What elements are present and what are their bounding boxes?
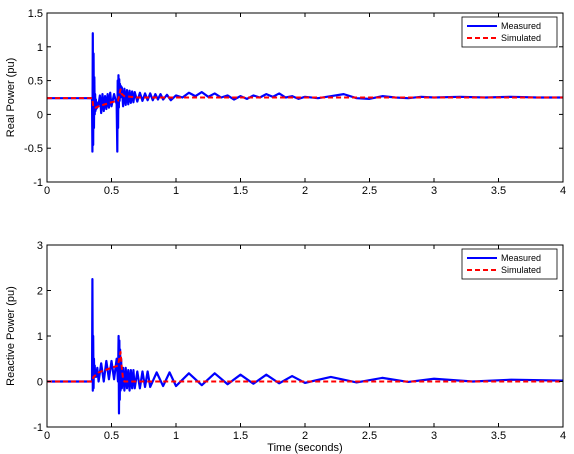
legend-label: Measured	[501, 253, 541, 263]
y-tick-label: 0.5	[28, 76, 43, 88]
y-tick-label: 1	[37, 42, 43, 54]
x-tick-label: 3.5	[491, 185, 506, 197]
series-line-measured	[47, 278, 563, 415]
y-tick-label: 0	[37, 377, 43, 389]
x-tick-label: 1	[173, 185, 179, 197]
x-tick-label: 0.5	[104, 185, 119, 197]
x-tick-label: 0.5	[104, 430, 119, 442]
series-line-simulated	[47, 88, 563, 109]
x-tick-label: 0	[44, 430, 50, 442]
real-power-plot: 0 0.5 1 1.5 2 2.5 3 3.5 4 -1 -0.5 0 0.5 1 1.5 Real Powe…	[5, 8, 566, 197]
y-tick-label: 1.5	[28, 8, 43, 20]
legend-label: Simulated	[501, 33, 541, 43]
legend: Measured Simulated	[461, 248, 558, 280]
x-tick-label: 3	[431, 430, 437, 442]
legend-label: Measured	[501, 21, 541, 31]
series-line-simulated	[47, 350, 563, 383]
x-tick-label: 4	[560, 430, 566, 442]
y-tick-label: -1	[33, 422, 43, 434]
x-tick-label: 3.5	[491, 430, 506, 442]
x-tick-label: 2	[302, 430, 308, 442]
y-tick-label: 1	[37, 331, 43, 343]
x-tick-label: 2	[302, 185, 308, 197]
x-tick-label: 2.5	[362, 185, 377, 197]
legend-label: Simulated	[501, 265, 541, 275]
x-tick-label: 1.5	[233, 185, 248, 197]
y-tick-label: -0.5	[24, 143, 43, 155]
y-tick-label: 2	[37, 286, 43, 298]
y-axis-label: Reactive Power (pu)	[5, 286, 17, 386]
x-axis-label: Time (seconds)	[267, 442, 342, 454]
y-tick-label: 3	[37, 240, 43, 252]
x-tick-label: 4	[560, 185, 566, 197]
x-tick-label: 3	[431, 185, 437, 197]
x-tick-label: 1.5	[233, 430, 248, 442]
series-line-measured	[47, 32, 563, 153]
y-tick-label: 0	[37, 109, 43, 121]
y-axis-label: Real Power (pu)	[5, 58, 17, 137]
y-tick-label: -1	[33, 177, 43, 189]
x-tick-label: 1	[173, 430, 179, 442]
x-tick-label: 2.5	[362, 430, 377, 442]
legend: Measured Simulated	[461, 16, 558, 48]
x-tick-label: 0	[44, 185, 50, 197]
